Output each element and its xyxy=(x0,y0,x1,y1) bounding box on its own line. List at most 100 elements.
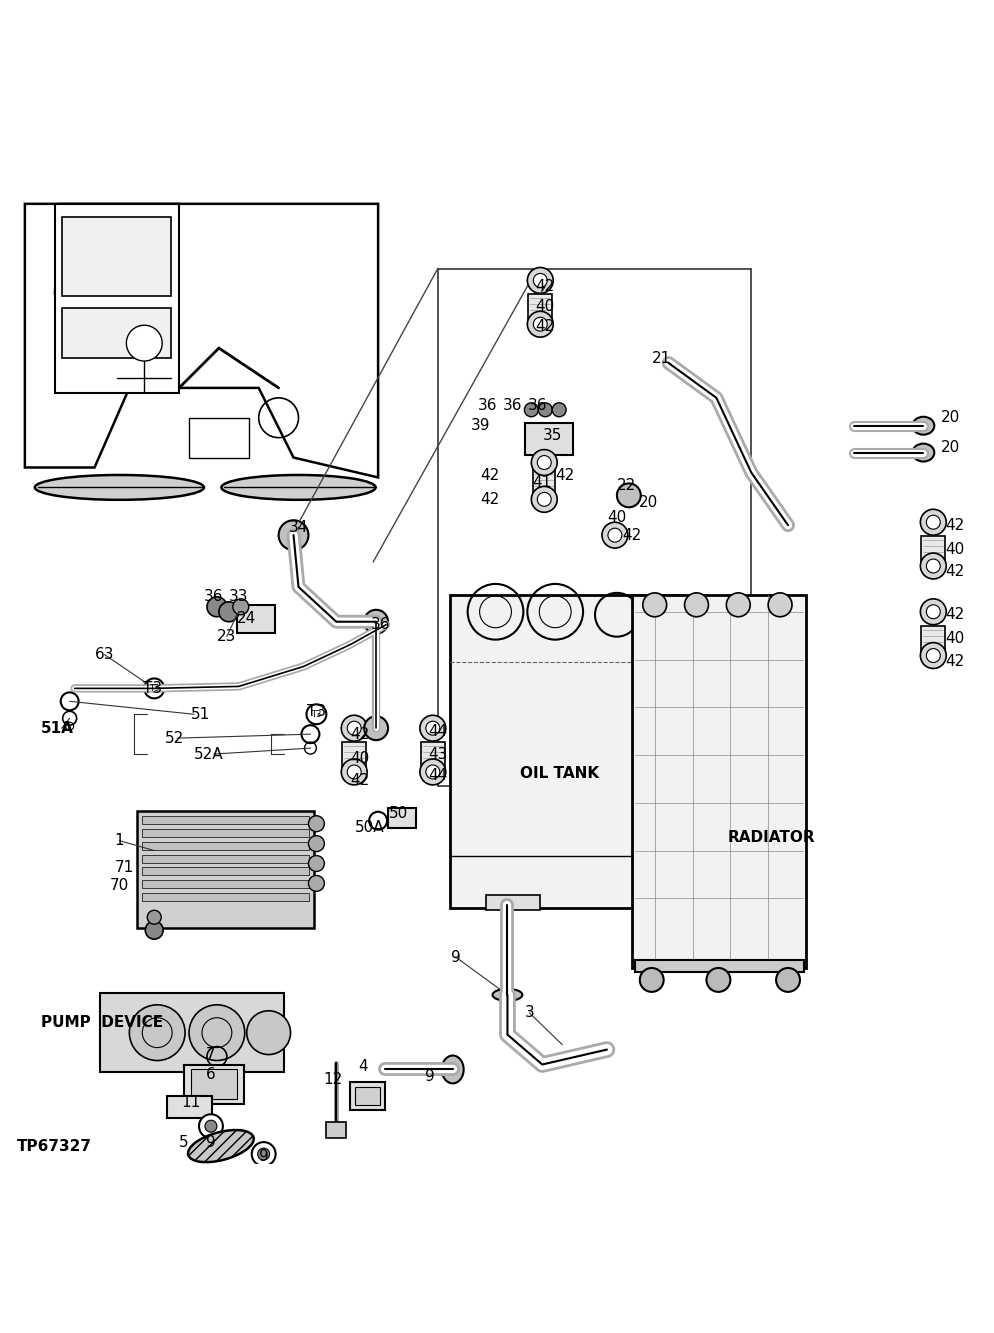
Circle shape xyxy=(308,856,324,872)
Circle shape xyxy=(919,599,945,625)
Bar xyxy=(142,868,309,876)
Text: 42: 42 xyxy=(535,319,555,333)
Bar xyxy=(191,1069,237,1100)
Circle shape xyxy=(531,449,557,476)
Circle shape xyxy=(925,605,939,619)
Text: 20: 20 xyxy=(939,440,959,455)
Ellipse shape xyxy=(441,1056,463,1084)
Text: 51A: 51A xyxy=(41,721,75,736)
Text: 40: 40 xyxy=(535,299,555,313)
Circle shape xyxy=(364,609,388,633)
Text: 22: 22 xyxy=(616,479,636,493)
Text: 9: 9 xyxy=(206,1134,216,1149)
Text: 35: 35 xyxy=(542,428,562,443)
Text: T3: T3 xyxy=(142,681,162,696)
Text: 6: 6 xyxy=(206,1066,216,1082)
Text: T3: T3 xyxy=(311,709,321,718)
Circle shape xyxy=(144,678,164,698)
Bar xyxy=(62,308,171,359)
Circle shape xyxy=(207,597,227,617)
Text: 20: 20 xyxy=(939,411,959,425)
Text: 9: 9 xyxy=(450,949,460,965)
Text: 44: 44 xyxy=(427,724,447,738)
Bar xyxy=(920,625,944,653)
Circle shape xyxy=(524,403,538,417)
Circle shape xyxy=(278,520,308,551)
Circle shape xyxy=(533,317,547,331)
Bar xyxy=(142,829,309,837)
Bar xyxy=(355,1088,380,1105)
Text: 50A: 50A xyxy=(355,820,385,836)
Bar xyxy=(137,810,314,928)
Text: 52: 52 xyxy=(164,730,184,745)
Polygon shape xyxy=(25,204,378,477)
Text: 43: 43 xyxy=(427,746,447,761)
Circle shape xyxy=(919,553,945,579)
Text: 70: 70 xyxy=(109,878,129,893)
Bar xyxy=(142,841,309,849)
Bar xyxy=(62,217,171,296)
Bar xyxy=(142,893,309,901)
Text: 52A: 52A xyxy=(194,746,224,761)
Circle shape xyxy=(347,765,361,778)
Circle shape xyxy=(126,325,162,361)
Circle shape xyxy=(233,599,248,615)
Bar xyxy=(420,742,444,770)
Circle shape xyxy=(308,816,324,832)
Bar xyxy=(634,960,803,972)
Bar xyxy=(350,1082,385,1110)
Circle shape xyxy=(419,758,445,785)
Text: 20: 20 xyxy=(638,495,658,509)
Bar xyxy=(184,1065,244,1104)
Bar xyxy=(189,417,248,457)
Circle shape xyxy=(925,559,939,573)
Text: 33: 33 xyxy=(229,589,248,604)
Circle shape xyxy=(531,487,557,512)
Text: 51: 51 xyxy=(191,706,211,721)
Circle shape xyxy=(527,268,553,293)
Ellipse shape xyxy=(35,475,204,500)
Text: 42: 42 xyxy=(944,608,964,623)
Circle shape xyxy=(347,721,361,736)
Circle shape xyxy=(425,765,439,778)
Bar xyxy=(237,605,274,633)
Circle shape xyxy=(767,593,791,617)
Bar xyxy=(326,1122,346,1138)
Bar xyxy=(533,465,555,497)
Ellipse shape xyxy=(188,1130,253,1162)
Text: 40: 40 xyxy=(944,631,964,647)
Text: 42: 42 xyxy=(350,773,370,788)
Text: TP67327: TP67327 xyxy=(17,1138,92,1153)
Text: 23: 23 xyxy=(217,629,237,644)
Text: 3: 3 xyxy=(524,1005,534,1020)
Circle shape xyxy=(775,968,799,992)
Bar xyxy=(485,896,540,910)
Text: 9: 9 xyxy=(258,1149,268,1164)
Circle shape xyxy=(129,1005,185,1061)
Circle shape xyxy=(306,704,326,724)
Bar xyxy=(167,1096,212,1118)
Text: 9: 9 xyxy=(424,1069,434,1084)
Ellipse shape xyxy=(911,417,933,435)
Circle shape xyxy=(684,593,708,617)
Text: 4: 4 xyxy=(358,1058,368,1074)
Text: 42: 42 xyxy=(621,528,641,543)
Bar xyxy=(449,595,683,908)
Text: 24: 24 xyxy=(237,612,256,627)
Text: T3: T3 xyxy=(149,684,159,693)
Circle shape xyxy=(219,601,239,621)
Bar xyxy=(631,595,805,968)
Circle shape xyxy=(552,403,566,417)
Circle shape xyxy=(308,876,324,892)
Text: 42: 42 xyxy=(479,468,499,483)
Text: 41: 41 xyxy=(532,475,552,491)
Circle shape xyxy=(341,758,367,785)
Text: 7: 7 xyxy=(206,1046,216,1062)
Bar xyxy=(920,536,944,564)
Text: T3: T3 xyxy=(306,704,326,718)
Text: 5: 5 xyxy=(179,1134,189,1149)
Circle shape xyxy=(257,1148,269,1160)
Bar xyxy=(55,204,179,393)
Text: 63: 63 xyxy=(94,647,114,663)
Circle shape xyxy=(251,1142,275,1166)
